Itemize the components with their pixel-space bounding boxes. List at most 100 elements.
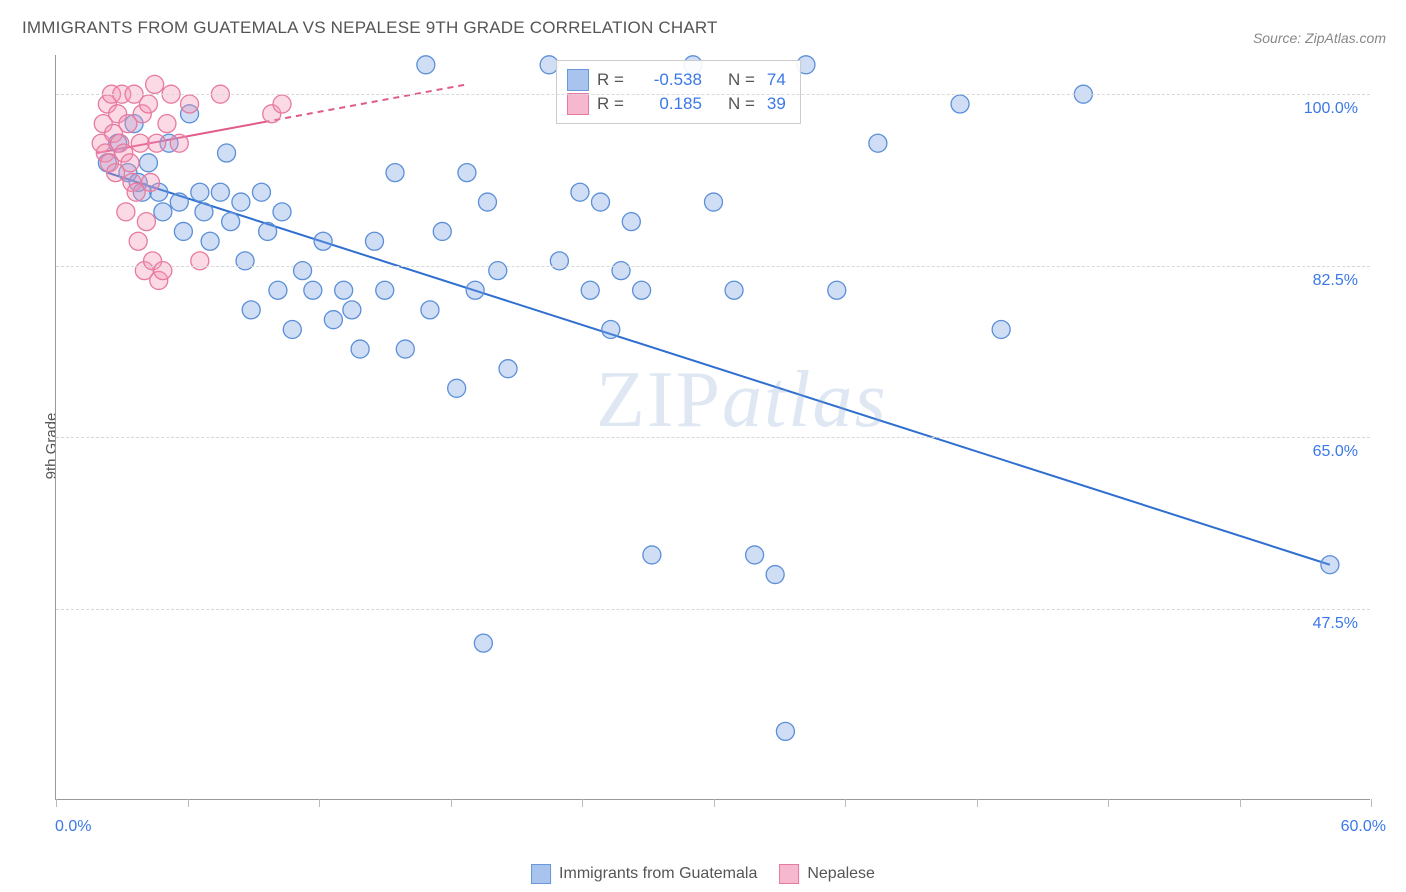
chart-container: IMMIGRANTS FROM GUATEMALA VS NEPALESE 9T… [0, 0, 1406, 892]
data-point [131, 134, 149, 152]
legend-label: Nepalese [807, 865, 875, 883]
data-point [725, 281, 743, 299]
data-point [386, 164, 404, 182]
data-point [550, 252, 568, 270]
x-tick [451, 799, 452, 807]
data-point [343, 301, 361, 319]
series-swatch [531, 864, 551, 884]
legend-item: Nepalese [779, 864, 875, 884]
data-point [304, 281, 322, 299]
data-point [195, 203, 213, 221]
data-point [433, 222, 451, 240]
data-point [474, 634, 492, 652]
x-tick [845, 799, 846, 807]
chart-title: IMMIGRANTS FROM GUATEMALA VS NEPALESE 9T… [22, 18, 718, 38]
stats-row: R = 0.185N =39 [567, 93, 786, 115]
data-point [602, 320, 620, 338]
x-max-label: 60.0% [1341, 818, 1386, 836]
x-tick [1371, 799, 1372, 807]
data-point [142, 173, 160, 191]
data-point [458, 164, 476, 182]
data-point [273, 203, 291, 221]
data-point [643, 546, 661, 564]
data-point [417, 56, 435, 74]
data-point [218, 144, 236, 162]
data-point [121, 154, 139, 172]
data-point [137, 213, 155, 231]
x-tick [188, 799, 189, 807]
data-point [992, 320, 1010, 338]
data-point [269, 281, 287, 299]
data-point [951, 95, 969, 113]
data-point [242, 301, 260, 319]
scatter-svg [56, 55, 1371, 800]
data-point [117, 203, 135, 221]
data-point [158, 115, 176, 133]
data-point [581, 281, 599, 299]
x-tick [319, 799, 320, 807]
n-value: 39 [767, 94, 786, 114]
r-label: R = [597, 94, 624, 114]
data-point [365, 232, 383, 250]
data-point [170, 134, 188, 152]
data-point [129, 232, 147, 250]
data-point [314, 232, 332, 250]
data-point [766, 566, 784, 584]
data-point [252, 183, 270, 201]
legend-item: Immigrants from Guatemala [531, 864, 757, 884]
data-point [828, 281, 846, 299]
data-point [448, 379, 466, 397]
plot-area: ZIPatlas R =-0.538N =74R = 0.185N =39 47… [55, 55, 1370, 800]
n-label: N = [728, 70, 755, 90]
gridline [56, 94, 1370, 95]
data-point [466, 281, 484, 299]
stats-row: R = -0.538 N = 74 [567, 69, 786, 91]
data-point [174, 222, 192, 240]
data-point [191, 183, 209, 201]
x-tick [714, 799, 715, 807]
data-point [499, 360, 517, 378]
data-point [1321, 556, 1339, 574]
x-min-label: 0.0% [55, 818, 91, 836]
data-point [154, 262, 172, 280]
series-swatch [779, 864, 799, 884]
data-point [222, 213, 240, 231]
stats-legend-box: R =-0.538N =74R = 0.185N =39 [556, 60, 801, 124]
y-tick-label: 65.0% [1313, 443, 1358, 461]
data-point [236, 252, 254, 270]
data-point [181, 95, 199, 113]
y-tick-label: 100.0% [1304, 100, 1358, 118]
n-value: 74 [767, 70, 786, 90]
data-point [146, 75, 164, 93]
data-point [259, 222, 277, 240]
data-point [139, 95, 157, 113]
r-value: -0.538 [632, 70, 702, 90]
x-tick [1240, 799, 1241, 807]
data-point [324, 311, 342, 329]
data-point [489, 262, 507, 280]
source-label: Source: ZipAtlas.com [1253, 30, 1386, 46]
gridline [56, 437, 1370, 438]
legend-label: Immigrants from Guatemala [559, 865, 757, 883]
series-swatch [567, 93, 589, 115]
x-tick [977, 799, 978, 807]
data-point [376, 281, 394, 299]
x-tick [56, 799, 57, 807]
data-point [421, 301, 439, 319]
data-point [622, 213, 640, 231]
y-tick-label: 82.5% [1313, 272, 1358, 290]
r-label: R = [597, 70, 624, 90]
data-point [191, 252, 209, 270]
data-point [273, 95, 291, 113]
x-tick [582, 799, 583, 807]
data-point [478, 193, 496, 211]
data-point [705, 193, 723, 211]
n-label: N = [728, 94, 755, 114]
data-point [571, 183, 589, 201]
data-point [869, 134, 887, 152]
gridline [56, 266, 1370, 267]
data-point [294, 262, 312, 280]
data-point [746, 546, 764, 564]
data-point [633, 281, 651, 299]
data-point [776, 722, 794, 740]
